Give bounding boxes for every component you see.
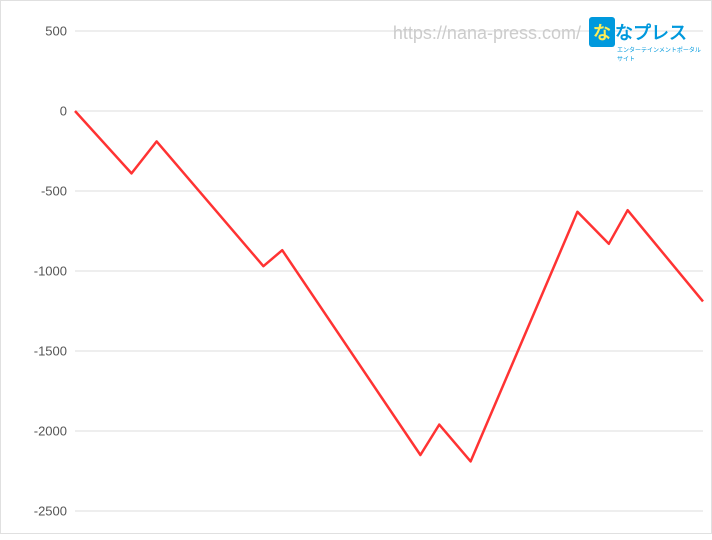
- logo-text: なプレス: [615, 19, 687, 45]
- y-tick-label: -1000: [17, 264, 67, 279]
- data-line: [75, 111, 703, 461]
- logo-box: な: [589, 17, 615, 47]
- logo-subtext: エンターテインメントポータルサイト: [617, 45, 703, 63]
- watermark-url: https://nana-press.com/: [393, 23, 581, 44]
- y-tick-label: -500: [17, 184, 67, 199]
- y-tick-label: 500: [17, 24, 67, 39]
- y-tick-label: -1500: [17, 344, 67, 359]
- y-tick-label: -2500: [17, 504, 67, 519]
- nanapress-logo: ななプレス エンターテインメントポータルサイト: [589, 17, 703, 49]
- y-tick-label: -2000: [17, 424, 67, 439]
- chart-container: [1, 1, 712, 535]
- y-tick-label: 0: [17, 104, 67, 119]
- line-chart: [1, 1, 712, 535]
